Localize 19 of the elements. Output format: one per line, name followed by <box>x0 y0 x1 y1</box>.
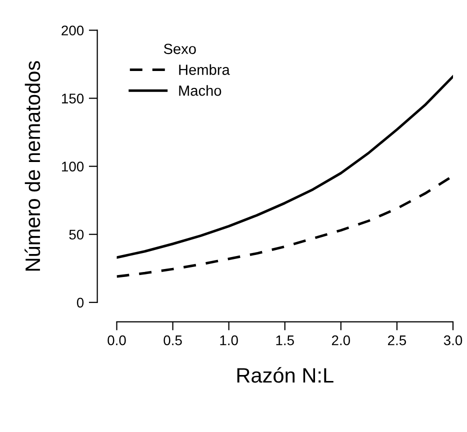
y-tick-label: 150 <box>62 94 84 104</box>
x-tick-label: 3.0 <box>444 335 462 346</box>
legend-label: Macho <box>179 85 222 96</box>
y-tick-label: 200 <box>62 26 84 36</box>
y-tick-label: 100 <box>62 162 84 172</box>
x-tick-label: 1.0 <box>220 335 238 346</box>
x-tick-label: 0.5 <box>164 335 182 346</box>
x-tick-label: 0.0 <box>108 335 126 346</box>
x-axis-title: Razón N:L <box>237 367 334 383</box>
legend-label: Hembra <box>179 64 230 75</box>
legend-title: Sexo <box>164 44 196 54</box>
y-tick-label: 50 <box>69 230 84 240</box>
y-tick-label: 0 <box>76 298 84 308</box>
x-tick-label: 1.5 <box>276 336 294 346</box>
x-tick-label: 2.0 <box>332 335 350 346</box>
y-axis-title: Número de nematodos <box>24 61 40 271</box>
line-series <box>116 174 453 278</box>
x-tick-label: 2.5 <box>388 335 406 346</box>
line-series <box>116 75 453 259</box>
